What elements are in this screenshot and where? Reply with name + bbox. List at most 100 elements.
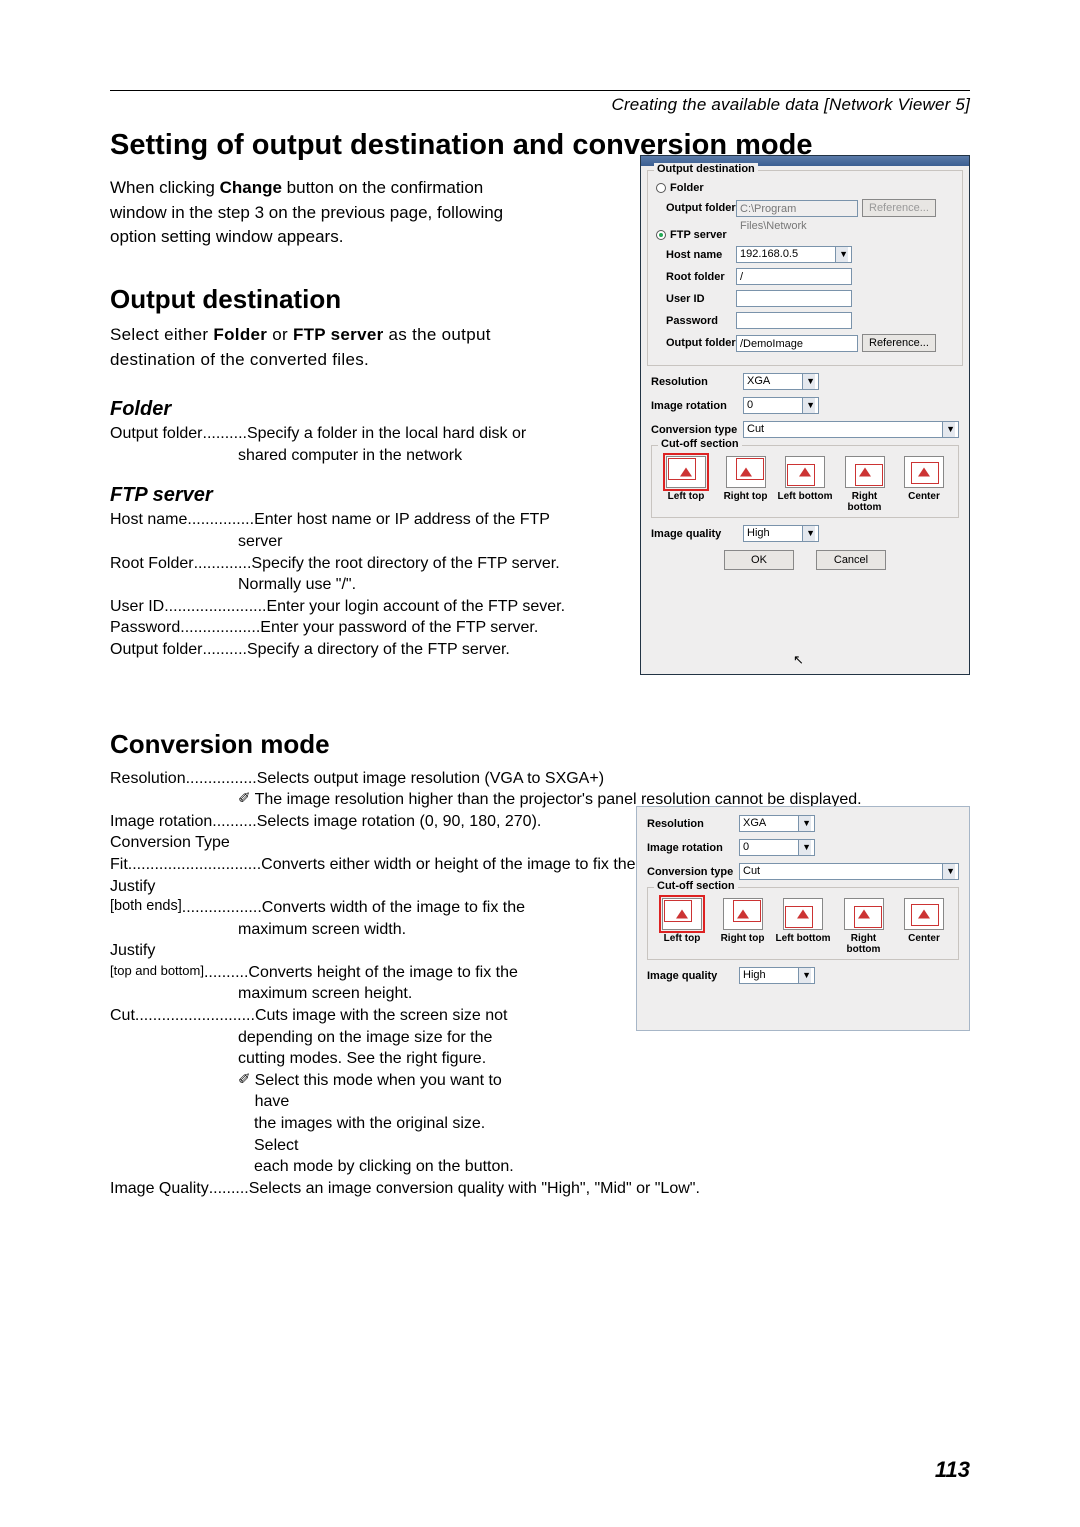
conversion-type-select[interactable]: Cut▼ xyxy=(743,421,959,438)
cutoff-section-fieldset: Cut-off section Left top Right top Left … xyxy=(651,445,959,518)
conv-term: Fit xyxy=(110,854,128,876)
cut-center-option[interactable]: Center xyxy=(896,456,952,513)
cut-label: Left top xyxy=(664,933,701,944)
conv-desc: Converts width of the image to fix the xyxy=(262,897,525,919)
def-term: Root Folder xyxy=(110,553,194,575)
root-folder-input[interactable]: / xyxy=(736,268,852,285)
image-rotation-select[interactable]: 0▼ xyxy=(743,397,819,414)
page-header: Creating the available data [Network Vie… xyxy=(110,95,970,115)
conv-desc: Selects image rotation (0, 90, 180, 270)… xyxy=(257,811,542,833)
ftp-output-folder-input[interactable]: /DemoImage xyxy=(736,335,858,352)
user-id-input[interactable] xyxy=(736,290,852,307)
def-desc: Specify the root directory of the FTP se… xyxy=(251,553,559,575)
cut-center-option[interactable]: Center xyxy=(896,898,952,955)
conv-cont: cutting modes. See the right figure. xyxy=(110,1048,530,1070)
cut-label: Left bottom xyxy=(776,933,831,944)
conv-desc: Cuts image with the screen size not xyxy=(255,1005,508,1027)
image-quality-value: High xyxy=(747,525,770,542)
chevron-down-icon: ▼ xyxy=(802,374,815,389)
conv-jtb-pre: Justify xyxy=(110,940,530,962)
host-name-label: Host name xyxy=(656,249,736,261)
cut-label: Center xyxy=(908,491,940,502)
ftp-radio-label: FTP server xyxy=(670,229,727,241)
chevron-down-icon: ▼ xyxy=(942,422,955,437)
conv-cut-note2: the images with the original size. Selec… xyxy=(110,1113,530,1156)
cut-label: Right top xyxy=(724,491,768,502)
cut-right-bottom-option[interactable]: Right bottom xyxy=(836,898,892,955)
cut-label: Left top xyxy=(668,491,705,502)
cut-label: Left bottom xyxy=(778,491,833,502)
reference-button[interactable]: Reference... xyxy=(862,334,936,352)
chevron-down-icon: ▼ xyxy=(802,398,815,413)
intro-pre: When clicking xyxy=(110,178,220,197)
output-destination-legend: Output destination xyxy=(654,163,758,175)
resolution-value: XGA xyxy=(743,815,766,832)
cutoff-legend: Cut-off section xyxy=(654,880,738,892)
conv-cont: depending on the image size for the xyxy=(110,1027,530,1049)
cut-label: Right bottom xyxy=(837,491,893,513)
ok-button[interactable]: OK xyxy=(724,550,794,570)
image-rotation-label: Image rotation xyxy=(647,842,739,854)
out-body-folder-bold: Folder xyxy=(213,325,267,344)
conv-cont: maximum screen width. xyxy=(110,919,530,941)
chevron-down-icon: ▼ xyxy=(802,526,815,541)
conv-image-quality: Image Quality.........Selects an image c… xyxy=(110,1178,970,1200)
note-icon: ✐ xyxy=(238,789,251,809)
resolution-label: Resolution xyxy=(651,376,743,388)
cut-right-top-option[interactable]: Right top xyxy=(715,898,771,955)
image-quality-select[interactable]: High ▼ xyxy=(743,525,819,542)
def-dots: .................. xyxy=(180,617,260,639)
cut-right-bottom-option[interactable]: Right bottom xyxy=(837,456,893,513)
user-id-label: User ID xyxy=(656,293,736,305)
intro-change-bold: Change xyxy=(220,178,282,197)
cut-right-top-option[interactable]: Right top xyxy=(718,456,774,513)
conversion-type-label: Conversion type xyxy=(651,424,743,436)
out-body-ftp-bold: FTP server xyxy=(293,325,384,344)
conv-justify-top-bottom: [top and bottom]..........Converts heigh… xyxy=(110,962,530,984)
def-desc: Enter your login account of the FTP seve… xyxy=(266,596,565,618)
ftp-radio[interactable] xyxy=(656,230,666,240)
note-text: Select this mode when you want to have xyxy=(255,1070,530,1113)
password-label: Password xyxy=(656,315,736,327)
image-quality-label: Image quality xyxy=(647,970,739,982)
folder-radio[interactable] xyxy=(656,183,666,193)
conv-cut: Cut...........................Cuts image… xyxy=(110,1005,530,1027)
conv-term: Cut xyxy=(110,1005,135,1027)
conv-term: Image rotation xyxy=(110,811,212,833)
chevron-down-icon: ▼ xyxy=(942,864,955,879)
cut-left-top-option[interactable]: Left top xyxy=(654,898,710,955)
conv-dots: .......... xyxy=(212,811,256,833)
cutoff-section-fieldset: Cut-off section Left top Right top Left … xyxy=(647,887,959,960)
image-rotation-select[interactable]: 0▼ xyxy=(739,839,815,856)
cut-left-bottom-option[interactable]: Left bottom xyxy=(775,898,831,955)
resolution-select[interactable]: XGA ▼ xyxy=(743,373,819,390)
def-dots: .......... xyxy=(203,423,247,445)
def-term: Password xyxy=(110,617,180,639)
def-dots: ............. xyxy=(194,553,252,575)
image-rotation-value: 0 xyxy=(747,397,753,414)
resolution-select[interactable]: XGA▼ xyxy=(739,815,815,832)
cut-label: Right bottom xyxy=(836,933,892,955)
def-desc: Specify a directory of the FTP server. xyxy=(247,639,510,661)
conv-desc: Selects an image conversion quality with… xyxy=(249,1178,700,1200)
conv-cut-note3: each mode by clicking on the button. xyxy=(110,1156,530,1178)
image-quality-select[interactable]: High▼ xyxy=(739,967,815,984)
conv-desc: Selects output image resolution (VGA to … xyxy=(257,768,604,790)
password-input[interactable] xyxy=(736,312,852,329)
root-folder-label: Root folder xyxy=(656,271,736,283)
conv-term: Image Quality xyxy=(110,1178,209,1200)
cut-left-bottom-option[interactable]: Left bottom xyxy=(777,456,833,513)
host-name-combo[interactable]: 192.168.0.5▼ xyxy=(736,246,852,263)
cancel-button[interactable]: Cancel xyxy=(816,550,886,570)
conversion-type-select[interactable]: Cut▼ xyxy=(739,863,959,880)
host-name-value: 192.168.0.5 xyxy=(740,246,798,263)
cut-left-top-option[interactable]: Left top xyxy=(658,456,714,513)
conversion-type-label: Conversion type xyxy=(647,866,739,878)
def-term: Output folder xyxy=(110,639,203,661)
resolution-value: XGA xyxy=(747,373,770,390)
conv-resolution: Resolution................Selects output… xyxy=(110,768,970,790)
image-rotation-value: 0 xyxy=(743,839,749,856)
page-number: 113 xyxy=(935,1457,970,1483)
folder-radio-label: Folder xyxy=(670,182,704,194)
cursor-icon: ↖ xyxy=(793,652,804,668)
